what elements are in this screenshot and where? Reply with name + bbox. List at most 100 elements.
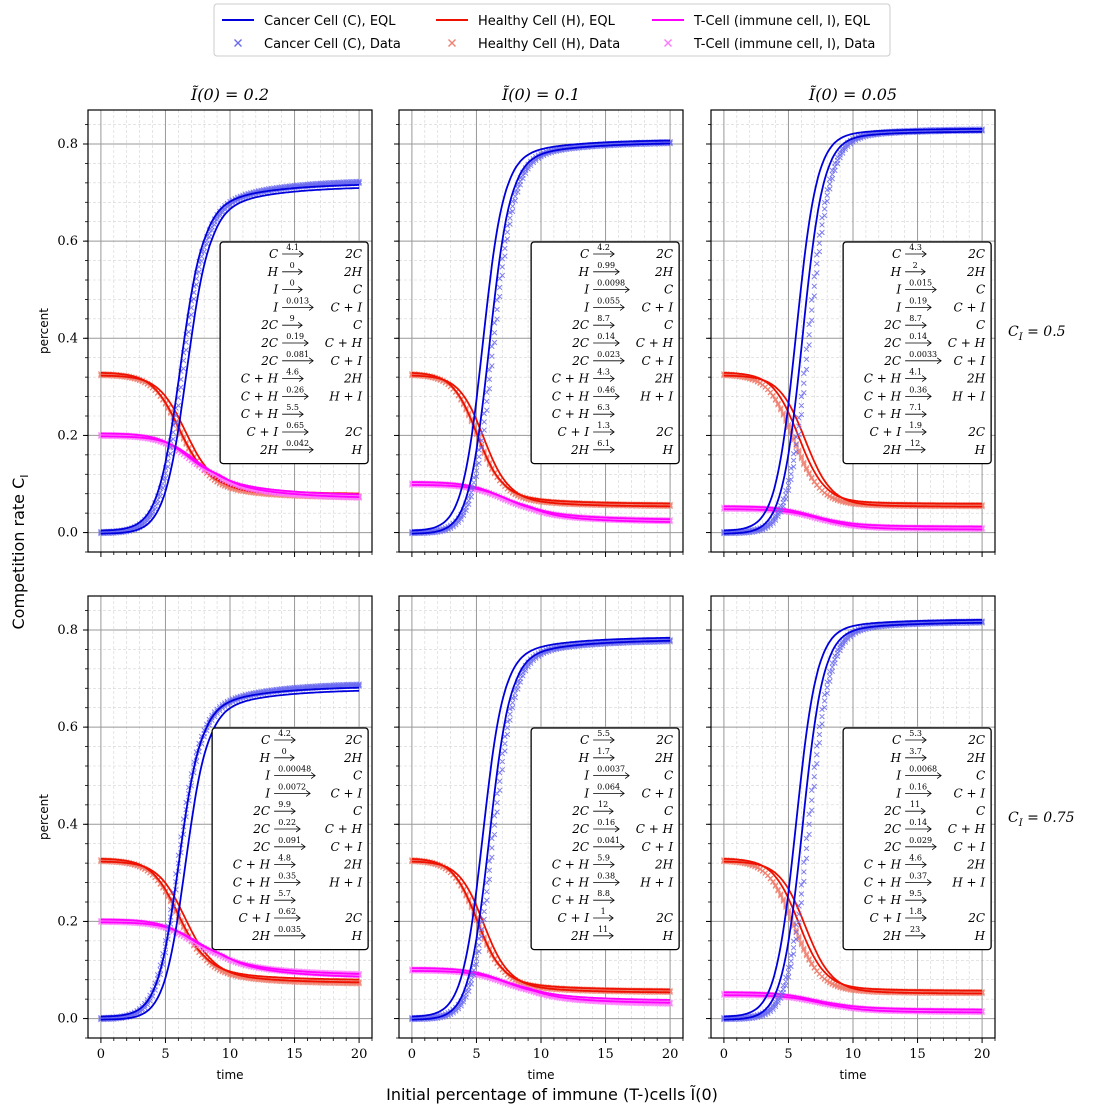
reaction-row: C + H 7.1 xyxy=(864,403,927,421)
reaction-rate: 5.9 xyxy=(597,854,610,863)
reaction-rate: 4.2 xyxy=(278,729,291,738)
reaction-arrowhead xyxy=(614,268,620,276)
reaction-row: H 2 2H xyxy=(890,261,986,279)
reaction-row: C 4.2 2C xyxy=(580,243,673,261)
reaction-rhs: C + I xyxy=(954,840,986,854)
x-tick-label: 5 xyxy=(472,1047,480,1062)
y-axis-label: percent xyxy=(37,308,51,354)
reaction-lhs: C + H xyxy=(233,875,271,889)
reaction-rhs: C xyxy=(664,769,673,783)
reaction-rate: 5.7 xyxy=(278,889,291,898)
reaction-rate: 0.46 xyxy=(597,385,615,394)
y-tick-label: 0.4 xyxy=(57,331,78,346)
reaction-row: 2C 0.14 C + H xyxy=(571,332,673,350)
y-tick-label: 0.8 xyxy=(57,623,78,638)
reaction-lhs: 2C xyxy=(571,336,589,350)
reaction-rhs: C xyxy=(664,283,673,297)
reaction-rate: 11 xyxy=(910,800,920,809)
reaction-arrowhead xyxy=(289,754,295,762)
reaction-arrowhead xyxy=(308,446,314,454)
reaction-lhs: I xyxy=(895,283,901,297)
reaction-arrowhead xyxy=(920,807,926,815)
legend-label: Cancer Cell (C), EQL xyxy=(264,14,396,29)
reaction-arrowhead xyxy=(609,861,615,868)
reaction-arrowhead xyxy=(290,896,296,904)
reaction-rhs: 2H xyxy=(654,265,674,279)
reaction-arrowhead xyxy=(921,410,927,418)
reaction-rhs: H + I xyxy=(639,875,673,889)
reaction-rhs: H + I xyxy=(951,875,985,889)
reaction-row: I 0.0098 C xyxy=(583,279,673,297)
reaction-box: C 5.5 2CH 1.7 2HI 0.0037 CI 0.064 C + I2C 12 C2C 0.… xyxy=(530,727,680,951)
reaction-lhs: C + H xyxy=(864,858,902,872)
reaction-lhs: C + I xyxy=(870,911,902,925)
reaction-rhs: H xyxy=(974,929,986,943)
reaction-row: I 0.015 C xyxy=(895,279,985,297)
reaction-row: C + H 4.6 2H xyxy=(864,854,986,872)
reaction-row: C + H 4.6 2H xyxy=(241,368,363,386)
reaction-lhs: C xyxy=(892,247,901,261)
reaction-box: C 5.3 2C H 3.7 2H I 0.0068 C I 0.16 C + I 2C 11 C 2C 0.1… xyxy=(842,727,992,951)
reaction-lhs: H xyxy=(890,751,902,765)
reaction-row: I 0.16 C + I xyxy=(895,782,985,800)
eql-line-C xyxy=(411,636,671,1018)
legend-marker-swatch xyxy=(448,39,456,47)
plot-area xyxy=(721,126,985,537)
reaction-rate: 4.1 xyxy=(909,368,922,377)
reaction-row: I 0.055 C + I xyxy=(583,296,673,314)
reaction-rhs: 2H xyxy=(343,265,363,279)
legend-entry: Healthy Cell (H), EQL xyxy=(436,14,616,29)
panel: C 5.3 2C H 3.7 2H I 0.0068 C I 0.16 C + I 2C 11 C 2C 0.1… xyxy=(706,595,996,1043)
reaction-arrowhead xyxy=(298,410,304,418)
reaction-lhs: I xyxy=(895,769,901,783)
figure-y-label: Competition rate CI xyxy=(9,474,31,629)
reaction-rhs: 2C xyxy=(344,911,362,925)
legend-entry: T-Cell (immune cell, I), EQL xyxy=(652,14,871,29)
eql-line-C xyxy=(723,128,983,532)
reaction-rhs: C + I xyxy=(331,786,363,800)
reaction-arrowhead xyxy=(308,357,314,365)
reaction-row: 2H 6.1 H xyxy=(570,439,674,457)
reaction-row: 2C 0.091 C + I xyxy=(252,836,362,854)
x-tick-label: 5 xyxy=(161,1047,169,1062)
reaction-rate: 0.16 xyxy=(909,782,927,791)
reaction-rate: 0.14 xyxy=(909,332,927,341)
reaction-arrowhead xyxy=(920,446,926,454)
reaction-arrowhead xyxy=(921,321,927,329)
reaction-rhs: 2H xyxy=(343,372,363,386)
reaction-rate: 0.35 xyxy=(278,871,296,880)
reaction-arrowhead xyxy=(290,861,296,868)
reaction-rhs: C + H xyxy=(636,822,674,836)
reaction-lhs: 2C xyxy=(252,840,270,854)
reaction-arrowhead xyxy=(926,825,932,833)
reaction-rate: 12 xyxy=(598,800,608,809)
column-title: Ĩ(0) = 0.2 xyxy=(190,84,269,104)
reaction-rate: 0.081 xyxy=(286,350,309,359)
reaction-row: 2C 0.14 C + H xyxy=(883,332,985,350)
reaction-rhs: H + I xyxy=(328,875,362,889)
reaction-row: I 0.0037 C xyxy=(583,765,673,783)
reaction-row: 2C 8.7 C xyxy=(571,314,673,332)
plot-area xyxy=(409,636,673,1023)
reaction-rhs: C + H xyxy=(636,336,674,350)
reaction-lhs: I xyxy=(895,786,901,800)
reaction-rhs: 2H xyxy=(966,265,986,279)
legend-label: Healthy Cell (H), EQL xyxy=(478,14,616,29)
x-tick-label: 20 xyxy=(662,1047,679,1062)
reaction-rate: 12 xyxy=(910,439,920,448)
reaction-lhs: H xyxy=(259,751,271,765)
reaction-lhs: I xyxy=(583,769,589,783)
reaction-arrowhead xyxy=(308,304,314,311)
reaction-row: 2C 9.9 C xyxy=(252,800,362,818)
reaction-rate: 0.00048 xyxy=(278,765,311,774)
reaction-arrowhead xyxy=(295,879,301,886)
reaction-rhs: C + I xyxy=(331,840,363,854)
reaction-rhs: 2C xyxy=(655,733,673,747)
reaction-row: C + H 4.1 2H xyxy=(864,368,986,386)
reaction-rhs: C + I xyxy=(331,354,363,368)
reaction-rate: 0.19 xyxy=(286,332,304,341)
reaction-arrowhead xyxy=(614,393,620,400)
reaction-rate: 0.14 xyxy=(597,332,615,341)
reaction-rate: 0.0072 xyxy=(278,782,306,791)
